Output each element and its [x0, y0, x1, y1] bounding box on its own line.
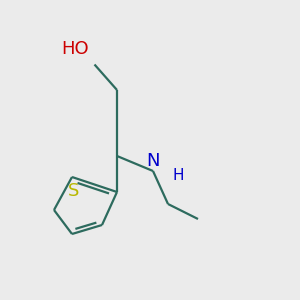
Text: HO: HO — [61, 40, 88, 58]
Text: H: H — [172, 168, 184, 183]
Text: S: S — [68, 182, 79, 200]
Text: N: N — [146, 152, 160, 169]
